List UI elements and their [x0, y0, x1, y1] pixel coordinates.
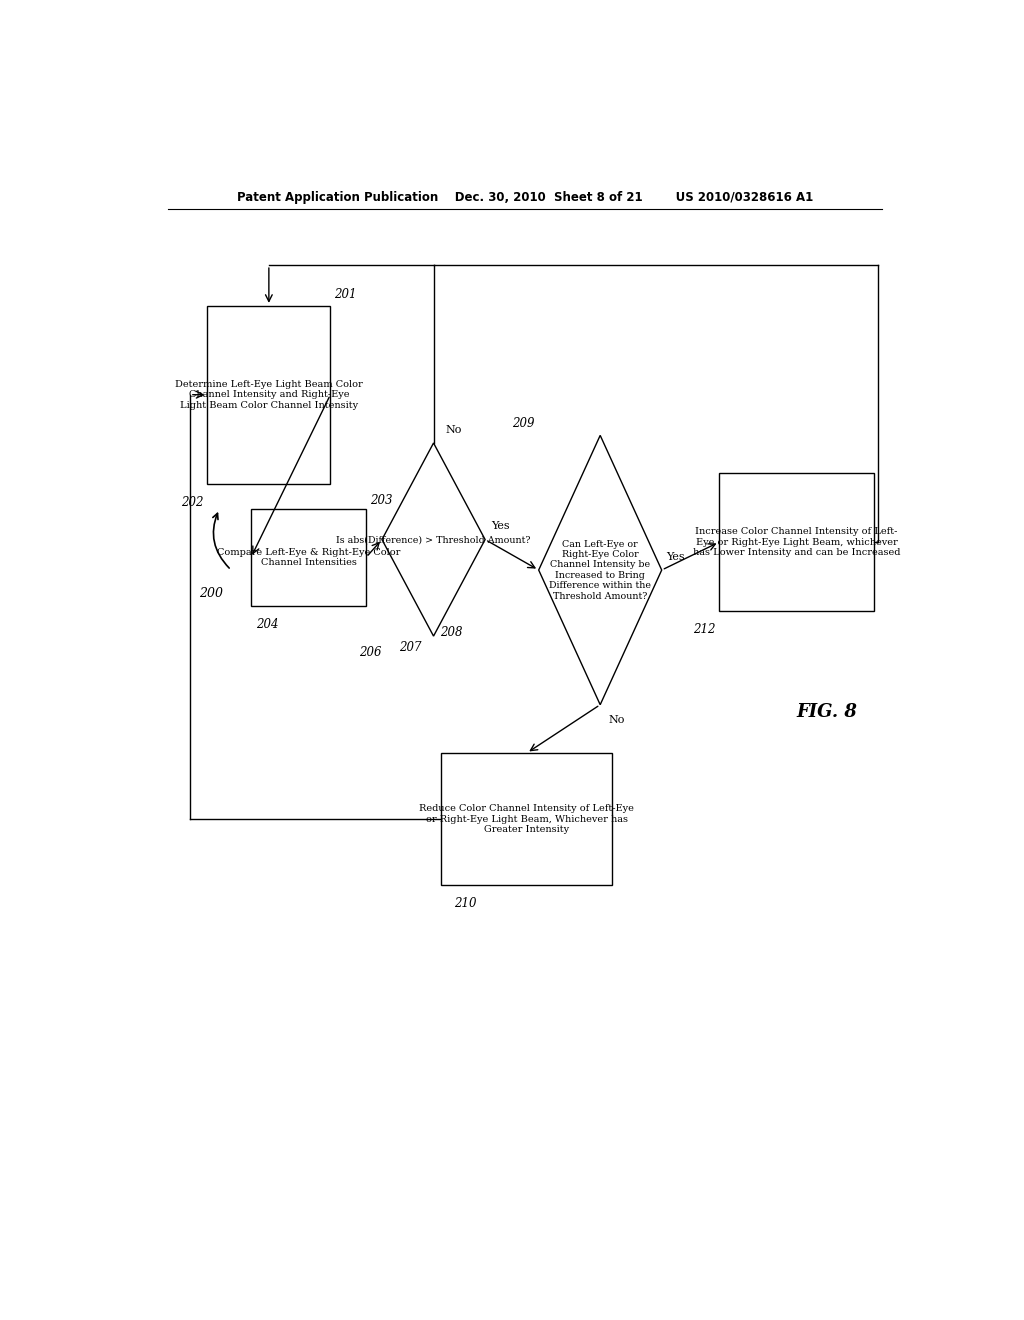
Text: 202: 202 — [181, 496, 204, 508]
Text: 210: 210 — [454, 898, 476, 911]
Text: Can Left-Eye or
Right-Eye Color
Channel Intensity be
Increased to Bring
Differen: Can Left-Eye or Right-Eye Color Channel … — [549, 540, 651, 601]
Bar — [719, 474, 873, 611]
Text: 209: 209 — [512, 417, 535, 430]
Text: Compare Left-Eye & Right-Eye Color
Channel Intensities: Compare Left-Eye & Right-Eye Color Chann… — [217, 548, 400, 568]
Text: Is abs(Difference) > Threshold Amount?: Is abs(Difference) > Threshold Amount? — [336, 535, 530, 544]
Text: 208: 208 — [440, 626, 463, 639]
Text: Patent Application Publication    Dec. 30, 2010  Sheet 8 of 21        US 2010/03: Patent Application Publication Dec. 30, … — [237, 190, 813, 203]
Polygon shape — [382, 444, 485, 636]
Text: Determine Left-Eye Light Beam Color
Channel Intensity and Right-Eye
Light Beam C: Determine Left-Eye Light Beam Color Chan… — [175, 380, 362, 409]
Text: 207: 207 — [399, 642, 422, 655]
Bar — [251, 510, 367, 606]
Bar — [207, 306, 331, 483]
Text: Yes: Yes — [492, 521, 510, 532]
Text: Reduce Color Channel Intensity of Left-Eye
or Right-Eye Light Beam, Whichever ha: Reduce Color Channel Intensity of Left-E… — [420, 804, 634, 834]
Text: 204: 204 — [256, 618, 279, 631]
Text: No: No — [445, 425, 462, 434]
Text: 203: 203 — [370, 494, 392, 507]
Polygon shape — [539, 436, 662, 705]
Text: Increase Color Channel Intensity of Left-
Eye or Right-Eye Light Beam, whichever: Increase Color Channel Intensity of Left… — [693, 527, 900, 557]
Text: FIG. 8: FIG. 8 — [796, 704, 857, 721]
Text: 212: 212 — [693, 623, 715, 636]
Text: 201: 201 — [334, 288, 356, 301]
Text: Yes: Yes — [666, 552, 684, 562]
Text: 206: 206 — [359, 647, 382, 659]
Text: No: No — [608, 715, 625, 725]
Bar — [441, 752, 612, 886]
Text: 200: 200 — [200, 587, 223, 601]
